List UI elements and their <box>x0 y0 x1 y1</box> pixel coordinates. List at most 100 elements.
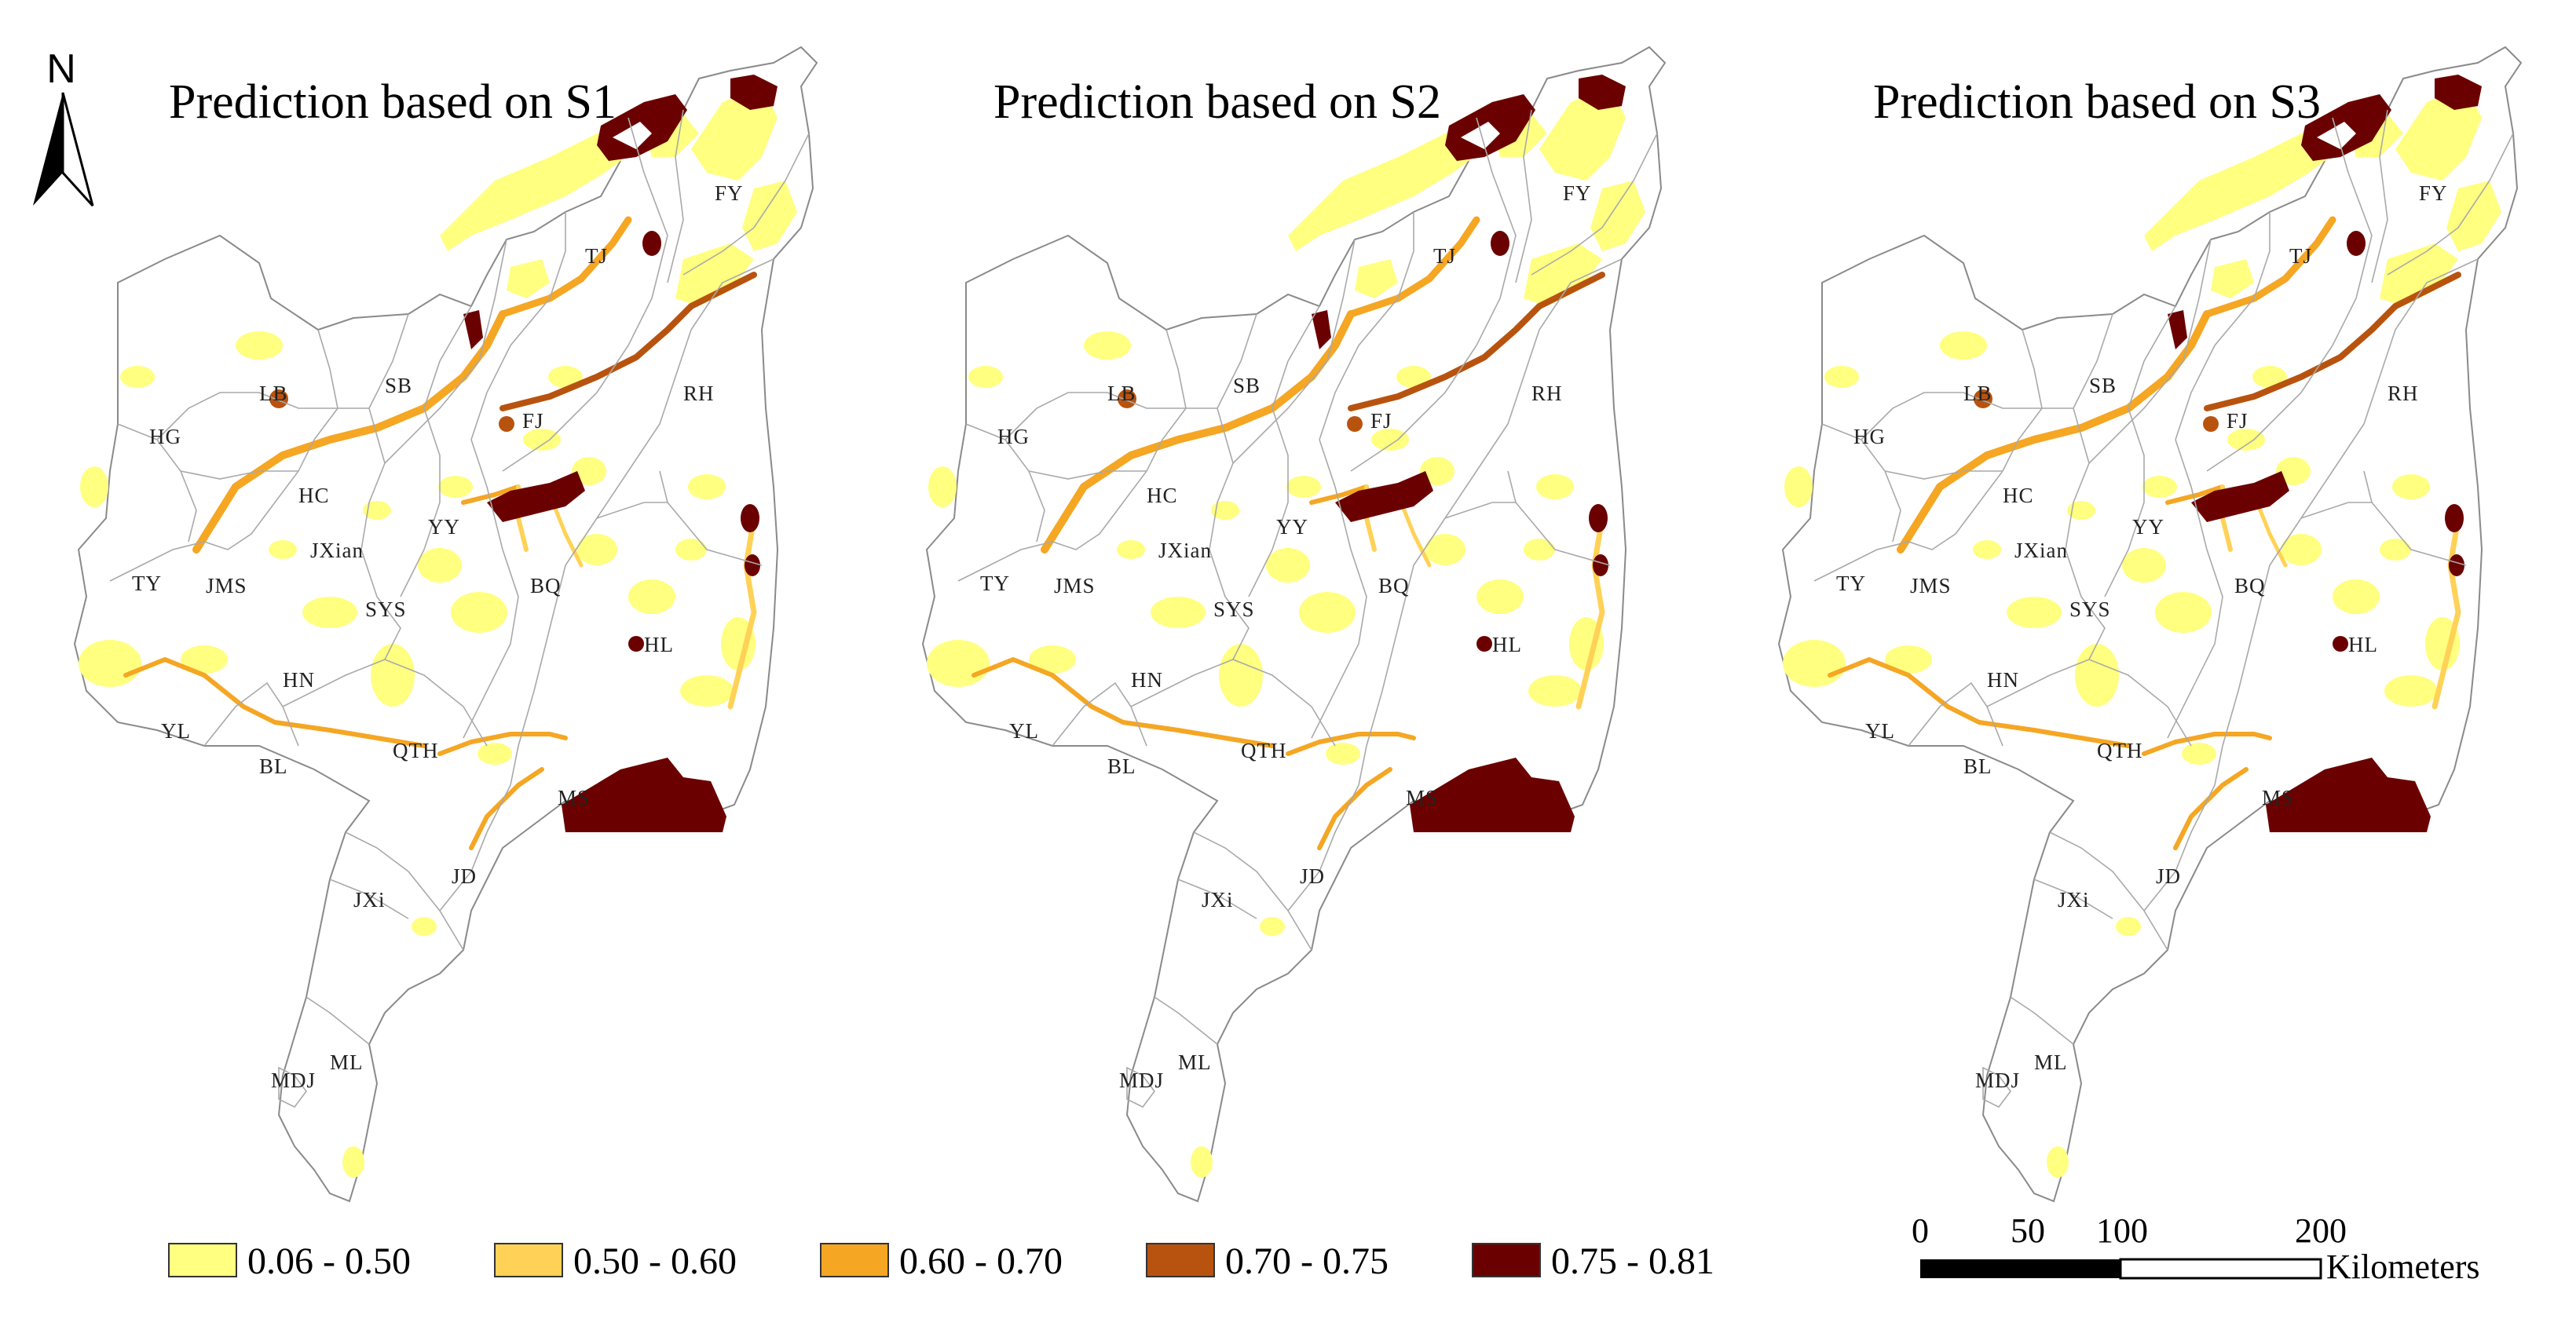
region-label-ms: MS <box>1406 786 1438 809</box>
region-label-bl: BL <box>1963 754 1992 778</box>
region-label-jxian: JXian <box>1158 539 1212 562</box>
region-label-jxi: JXi <box>353 888 386 912</box>
legend-swatch <box>494 1243 563 1277</box>
legend-swatch <box>1146 1243 1215 1277</box>
legend-label: 0.50 - 0.60 <box>573 1240 737 1282</box>
region-label-tj: TJ <box>585 244 608 268</box>
scale-segment-black <box>1920 1259 2120 1278</box>
panel-title: Prediction based on S3 <box>1873 75 2321 129</box>
region-label-ty: TY <box>980 572 1010 595</box>
panel-title: Prediction based on S2 <box>993 75 1441 129</box>
scale-tick-50: 50 <box>2011 1211 2045 1250</box>
region-label-qth: QTH <box>1241 739 1287 762</box>
region-label-hl: HL <box>2348 633 2378 656</box>
region-label-qth: QTH <box>2097 739 2143 762</box>
region-label-jxi: JXi <box>1202 888 1234 912</box>
region-label-hg: HG <box>149 425 181 448</box>
region-label-mdj: MDJ <box>271 1069 316 1092</box>
region-label-sys: SYS <box>2069 597 2111 621</box>
legend-swatch <box>1472 1243 1541 1277</box>
region-label-jms: JMS <box>206 574 247 597</box>
region-label-bl: BL <box>1107 754 1136 778</box>
region-label-yy: YY <box>2132 515 2164 539</box>
region-label-hn: HN <box>1987 668 2019 692</box>
region-label-rh: RH <box>1531 382 1563 405</box>
region-label-ty: TY <box>132 572 162 595</box>
region-label-rh: RH <box>683 382 715 405</box>
region-labels: FY TJ LB SB FJ RH HG HC JXian YY TY JMS SYS BQ HL HN QTH… <box>132 181 744 1092</box>
scale-tick-0: 0 <box>1912 1211 1929 1250</box>
scale-unit: Kilometers <box>2326 1248 2480 1286</box>
region-label-yy: YY <box>428 515 460 539</box>
legend-label: 0.60 - 0.70 <box>899 1240 1063 1282</box>
region-label-hc: HC <box>1147 484 1178 507</box>
region-label-jd: JD <box>452 864 477 888</box>
region-label-fy: FY <box>715 181 744 205</box>
scale-bar: 0 50 100 200 Kilometers <box>1912 1211 2480 1286</box>
region-label-fj: FJ <box>1370 409 1392 433</box>
region-label-jms: JMS <box>1910 574 1952 597</box>
province-outline <box>922 46 1666 1202</box>
legend-label: 0.06 - 0.50 <box>247 1240 411 1282</box>
region-label-bl: BL <box>259 754 288 778</box>
region-label-fy: FY <box>1563 181 1592 205</box>
legend-swatch <box>168 1243 237 1277</box>
legend-swatch <box>820 1243 889 1277</box>
region-label-sys: SYS <box>1213 597 1255 621</box>
region-label-sb: SB <box>2089 374 2117 397</box>
region-label-rh: RH <box>2388 382 2419 405</box>
region-label-jd: JD <box>1300 864 1325 888</box>
scale-tick-200: 200 <box>2295 1211 2347 1250</box>
region-label-ml: ML <box>330 1050 364 1074</box>
north-arrow-icon: N <box>33 46 94 207</box>
region-labels: FY TJ LB SB FJ RH HG HC JXian YY TY JMS SYS BQ HL HN QTH… <box>980 181 1592 1092</box>
region-label-qth: QTH <box>393 739 439 762</box>
region-label-yy: YY <box>1276 515 1308 539</box>
region-label-bq: BQ <box>1378 574 1410 597</box>
region-label-jxian: JXian <box>2014 539 2068 562</box>
region-label-jxian: JXian <box>310 539 364 562</box>
region-label-hl: HL <box>1492 633 1522 656</box>
legend-label: 0.70 - 0.75 <box>1225 1240 1389 1282</box>
region-label-sb: SB <box>1233 374 1261 397</box>
region-label-mdj: MDJ <box>1119 1069 1164 1092</box>
scale-tick-100: 100 <box>2096 1211 2148 1250</box>
north-label: N <box>46 46 76 92</box>
region-label-lb: LB <box>259 382 288 405</box>
region-label-ms: MS <box>2262 786 2294 809</box>
scale-segment-white <box>2119 1258 2322 1280</box>
region-label-hg: HG <box>1853 425 1886 448</box>
region-label-hn: HN <box>1131 668 1163 692</box>
region-labels: FY TJ LB SB FJ RH HG HC JXian YY TY JMS SYS BQ HL HN QTH… <box>1836 181 2448 1092</box>
region-label-jxi: JXi <box>2058 888 2090 912</box>
map-panel-s3: Prediction based on S3 FY TJ LB SB FJ RH HG HC J… <box>1778 46 2522 1202</box>
region-label-jms: JMS <box>1054 574 1096 597</box>
region-label-fj: FJ <box>2227 409 2249 433</box>
province-outline <box>1778 46 2522 1202</box>
province-outline <box>74 46 818 1202</box>
region-label-ml: ML <box>1178 1050 1212 1074</box>
region-label-ml: ML <box>2034 1050 2068 1074</box>
map-panel-s1: Prediction based on S1 FY TJ LB SB FJ RH HG HC J… <box>74 46 818 1202</box>
legend: 0.06 - 0.50 0.50 - 0.60 0.60 - 0.70 0.70 - … <box>168 1240 1714 1282</box>
region-label-tj: TJ <box>2289 244 2312 268</box>
region-label-hg: HG <box>997 425 1030 448</box>
region-label-yl: YL <box>1865 719 1895 743</box>
region-label-jd: JD <box>2156 864 2181 888</box>
region-label-ms: MS <box>558 786 590 809</box>
region-label-hc: HC <box>2003 484 2034 507</box>
region-label-lb: LB <box>1963 382 1992 405</box>
region-label-fj: FJ <box>522 409 544 433</box>
region-label-bq: BQ <box>530 574 562 597</box>
region-label-hn: HN <box>283 668 315 692</box>
region-label-sb: SB <box>385 374 412 397</box>
legend-label: 0.75 - 0.81 <box>1551 1240 1714 1282</box>
region-label-bq: BQ <box>2234 574 2266 597</box>
region-label-ty: TY <box>1836 572 1866 595</box>
region-label-tj: TJ <box>1433 244 1456 268</box>
region-label-fy: FY <box>2419 181 2448 205</box>
region-label-yl: YL <box>161 719 191 743</box>
panel-title: Prediction based on S1 <box>169 75 617 129</box>
region-label-mdj: MDJ <box>1975 1069 2020 1092</box>
